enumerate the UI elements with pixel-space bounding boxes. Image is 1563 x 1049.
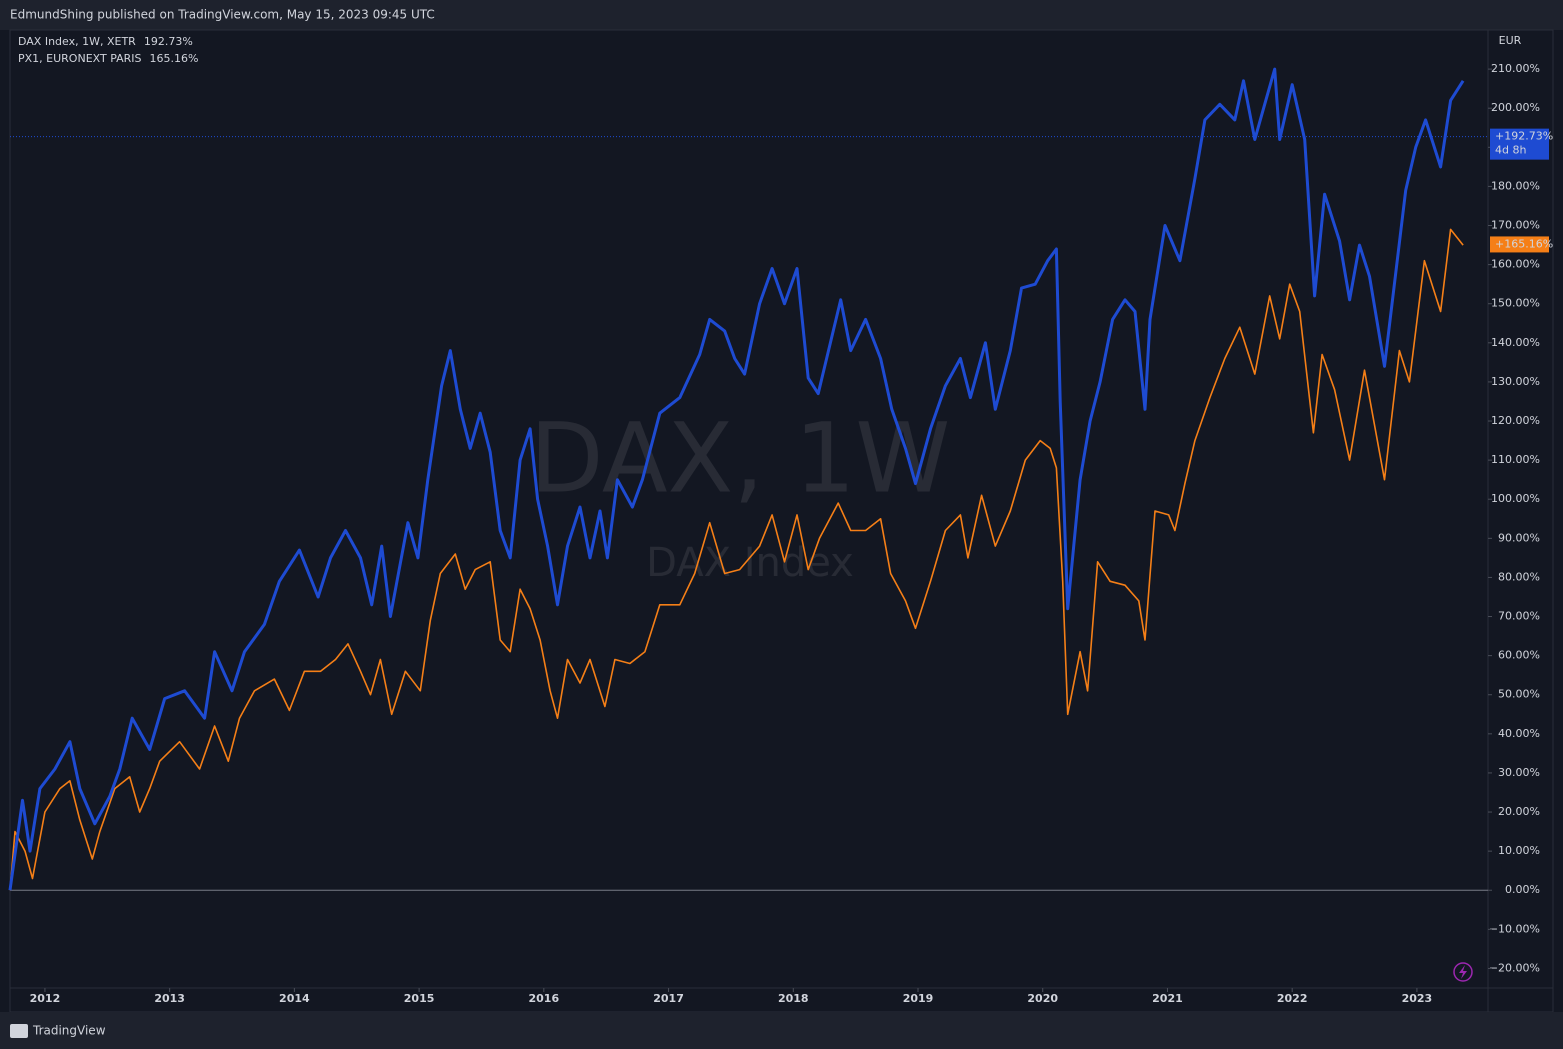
legend-name: PX1, EURONEXT PARIS [18, 52, 142, 65]
y-tick-label: 170.00% [1491, 219, 1540, 232]
legend-value: 165.16% [150, 52, 199, 65]
y-tick-label: 90.00% [1498, 531, 1540, 544]
currency: EUR [1499, 34, 1522, 47]
y-tick-label: 40.00% [1498, 727, 1540, 740]
y-tick-label: 10.00% [1498, 844, 1540, 857]
x-tick-label: 2022 [1277, 992, 1308, 1005]
x-tick-label: 2016 [529, 992, 560, 1005]
y-tick-label: 20.00% [1498, 805, 1540, 818]
y-tick-label: 180.00% [1491, 179, 1540, 192]
y-tick-label: 70.00% [1498, 610, 1540, 623]
logo [10, 1024, 28, 1038]
x-tick-label: 2017 [653, 992, 684, 1005]
y-tick-label: 0.00% [1505, 883, 1540, 896]
legend-name: DAX Index, 1W, XETR [18, 35, 136, 48]
y-tick-label: 160.00% [1491, 258, 1540, 271]
x-tick-label: 2018 [778, 992, 809, 1005]
header: EdmundShing published on TradingView.com… [10, 8, 435, 22]
price-label: +192.73% [1495, 130, 1553, 143]
series-line [8, 67, 1465, 891]
x-tick-label: 2013 [154, 992, 185, 1005]
countdown: 4d 8h [1495, 144, 1526, 157]
x-tick-label: 2021 [1152, 992, 1183, 1005]
lightning-icon[interactable] [1453, 962, 1473, 982]
chart-panel [9, 29, 1554, 1013]
watermark-subtitle: DAX Index [646, 540, 854, 586]
x-tick-label: 2015 [404, 992, 435, 1005]
lightning-glyph [1459, 965, 1467, 979]
x-tick-label: 2020 [1027, 992, 1058, 1005]
y-tick-label: −20.00% [1489, 961, 1540, 974]
watermark: DAX, 1W [530, 402, 951, 514]
y-tick-label: 100.00% [1491, 492, 1540, 505]
y-tick-label: 110.00% [1491, 453, 1540, 466]
y-tick-label: 130.00% [1491, 375, 1540, 388]
legend-value: 192.73% [144, 35, 193, 48]
y-tick-label: 200.00% [1491, 101, 1540, 114]
y-tick-label: 50.00% [1498, 688, 1540, 701]
x-tick-label: 2014 [279, 992, 310, 1005]
y-tick-label: 210.00% [1491, 62, 1540, 75]
x-tick-label: 2023 [1402, 992, 1433, 1005]
y-tick-label: 120.00% [1491, 414, 1540, 427]
y-tick-label: 150.00% [1491, 297, 1540, 310]
header-bar [0, 0, 1563, 30]
footer-bar [0, 1012, 1563, 1049]
x-tick-label: 2012 [30, 992, 61, 1005]
y-tick-label: 140.00% [1491, 336, 1540, 349]
price-label-box [1490, 236, 1549, 253]
x-tick-label: 2019 [903, 992, 934, 1005]
y-tick-label: −10.00% [1489, 922, 1540, 935]
y-tick-label: 60.00% [1498, 649, 1540, 662]
y-tick-label: 30.00% [1498, 766, 1540, 779]
y-tick-label: 80.00% [1498, 570, 1540, 583]
price-label: +165.16% [1495, 237, 1553, 250]
series-line [9, 228, 1464, 891]
footer: TradingView [32, 1024, 106, 1038]
price-label-box [1490, 128, 1549, 160]
